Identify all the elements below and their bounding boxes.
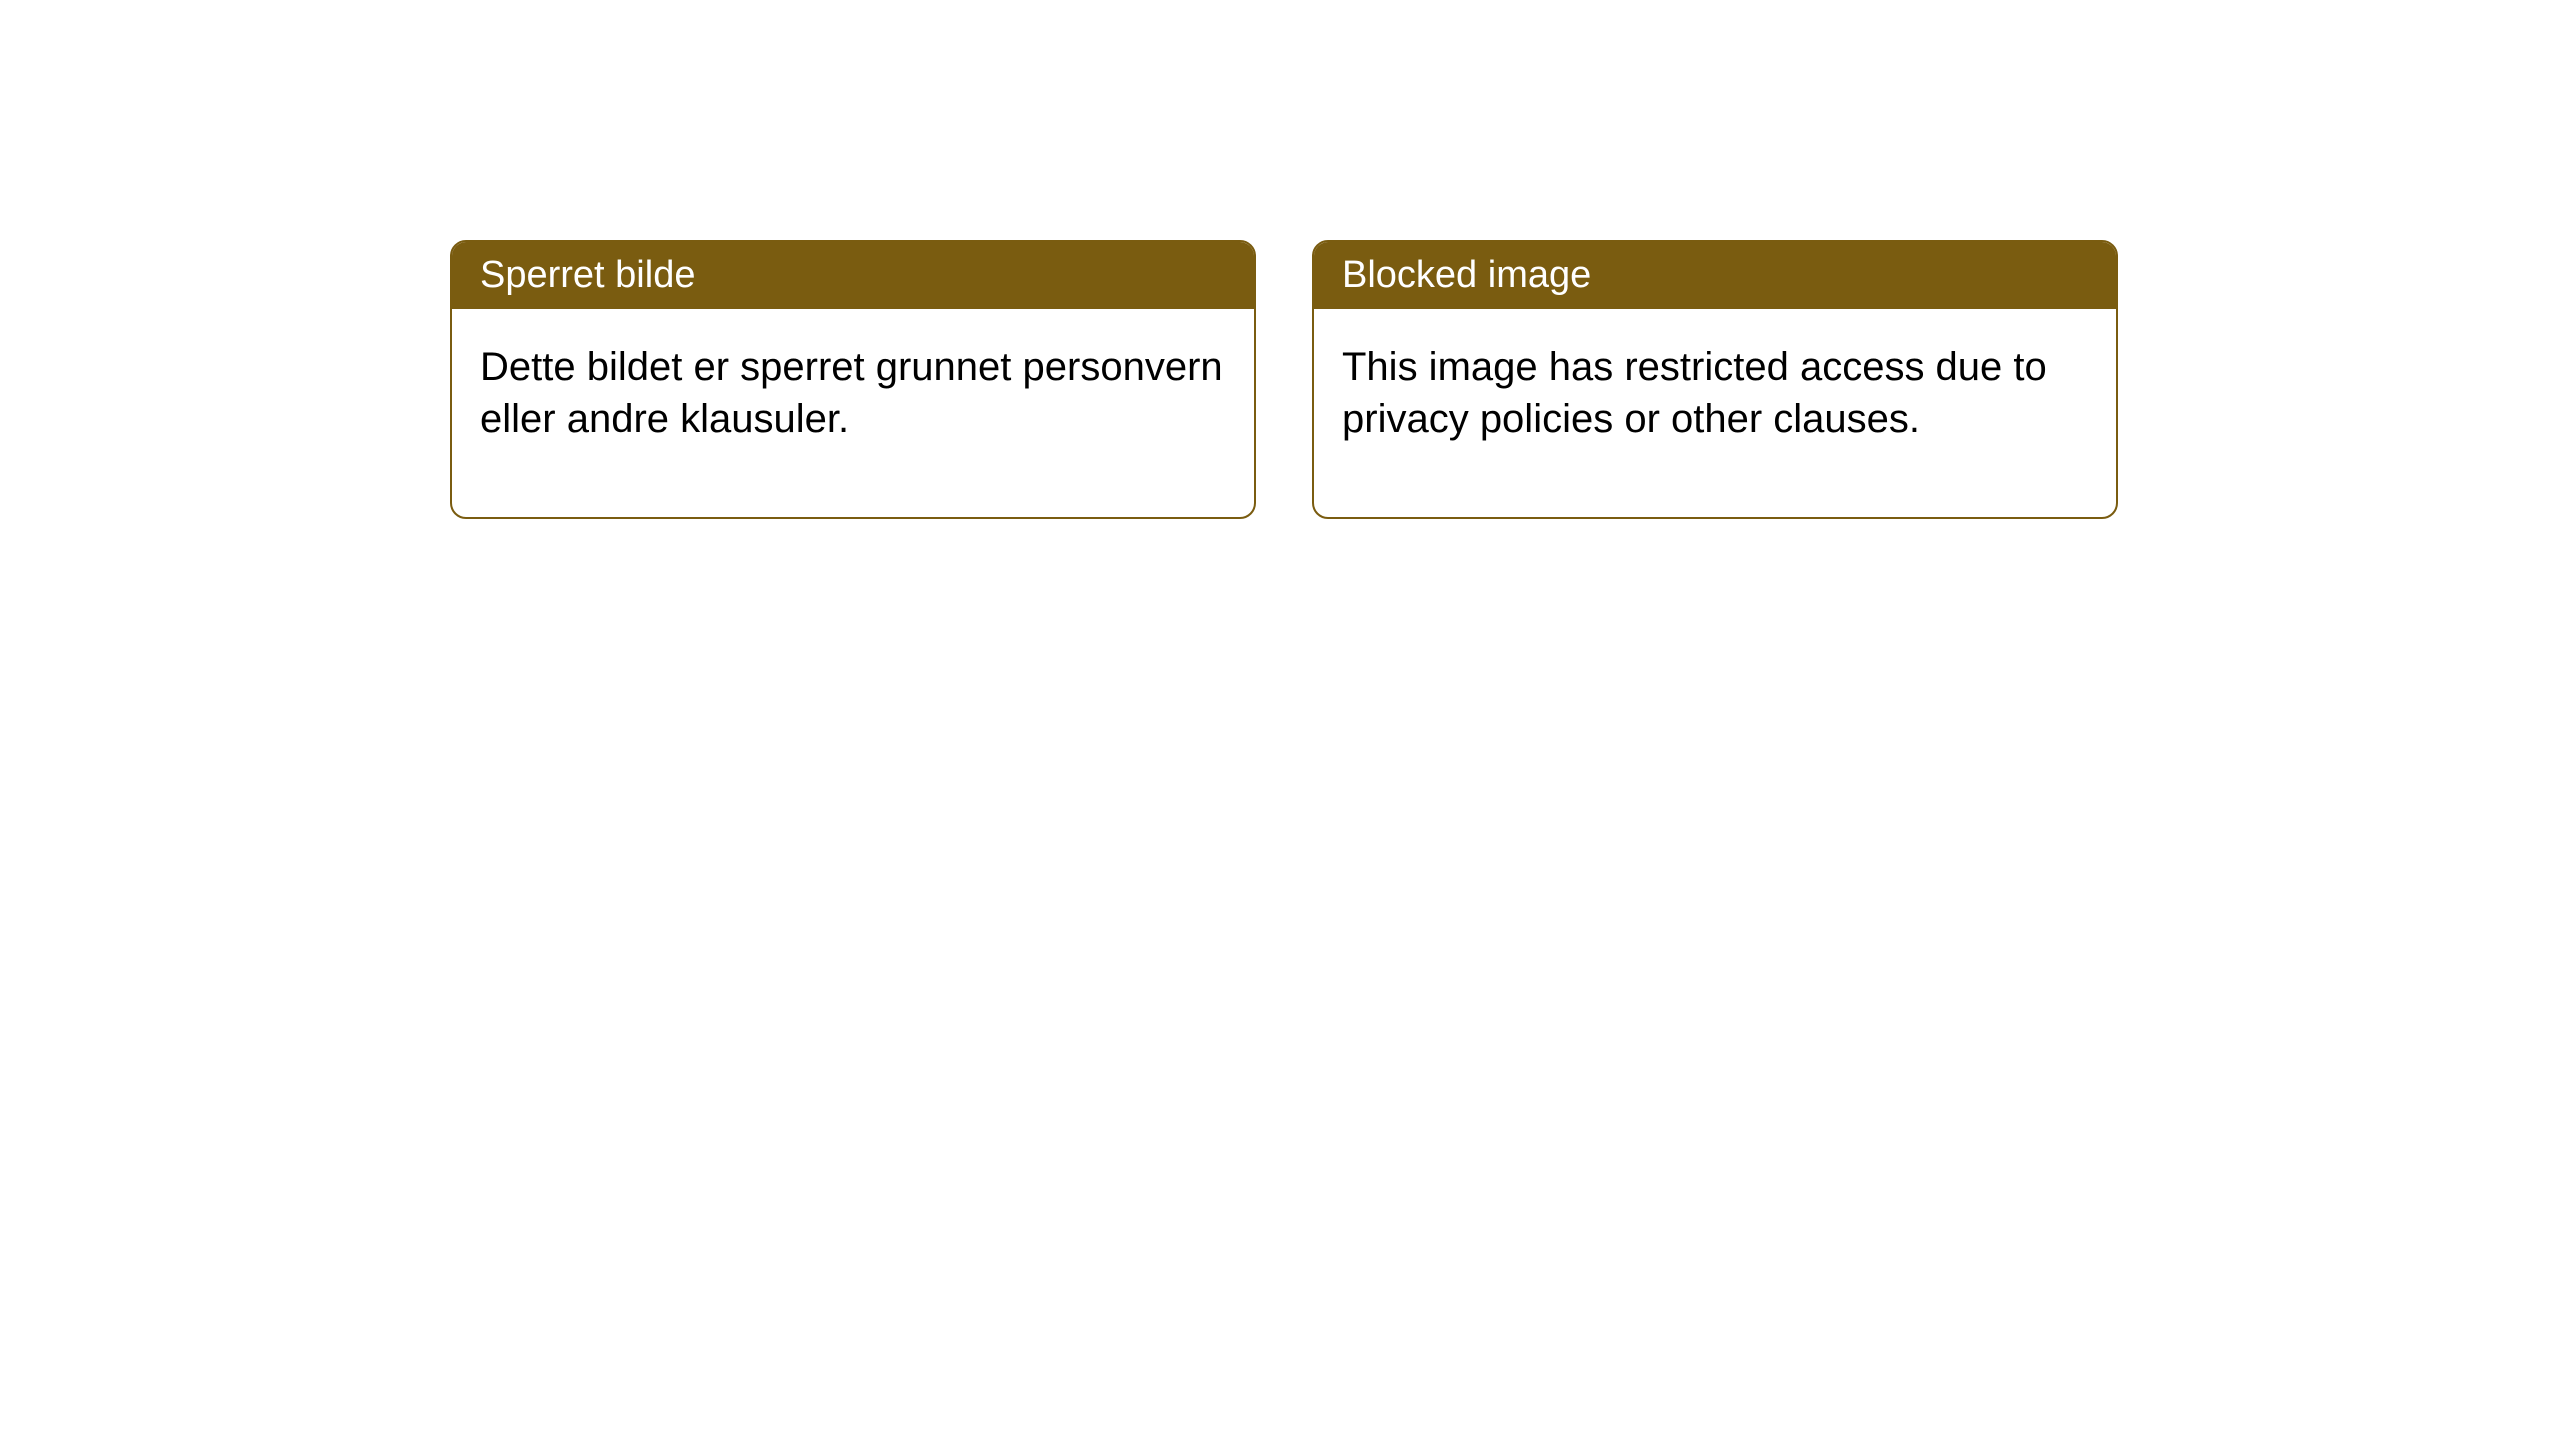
notice-card-norwegian: Sperret bilde Dette bildet er sperret gr… xyxy=(450,240,1256,519)
notice-title-english: Blocked image xyxy=(1342,254,1591,296)
notice-text-english: This image has restricted access due to … xyxy=(1342,345,2047,441)
notice-text-norwegian: Dette bildet er sperret grunnet personve… xyxy=(480,345,1223,441)
notice-header-norwegian: Sperret bilde xyxy=(452,242,1254,309)
notice-container: Sperret bilde Dette bildet er sperret gr… xyxy=(450,240,2118,519)
notice-title-norwegian: Sperret bilde xyxy=(480,254,695,296)
notice-header-english: Blocked image xyxy=(1314,242,2116,309)
notice-card-english: Blocked image This image has restricted … xyxy=(1312,240,2118,519)
notice-body-norwegian: Dette bildet er sperret grunnet personve… xyxy=(452,309,1254,517)
notice-body-english: This image has restricted access due to … xyxy=(1314,309,2116,517)
